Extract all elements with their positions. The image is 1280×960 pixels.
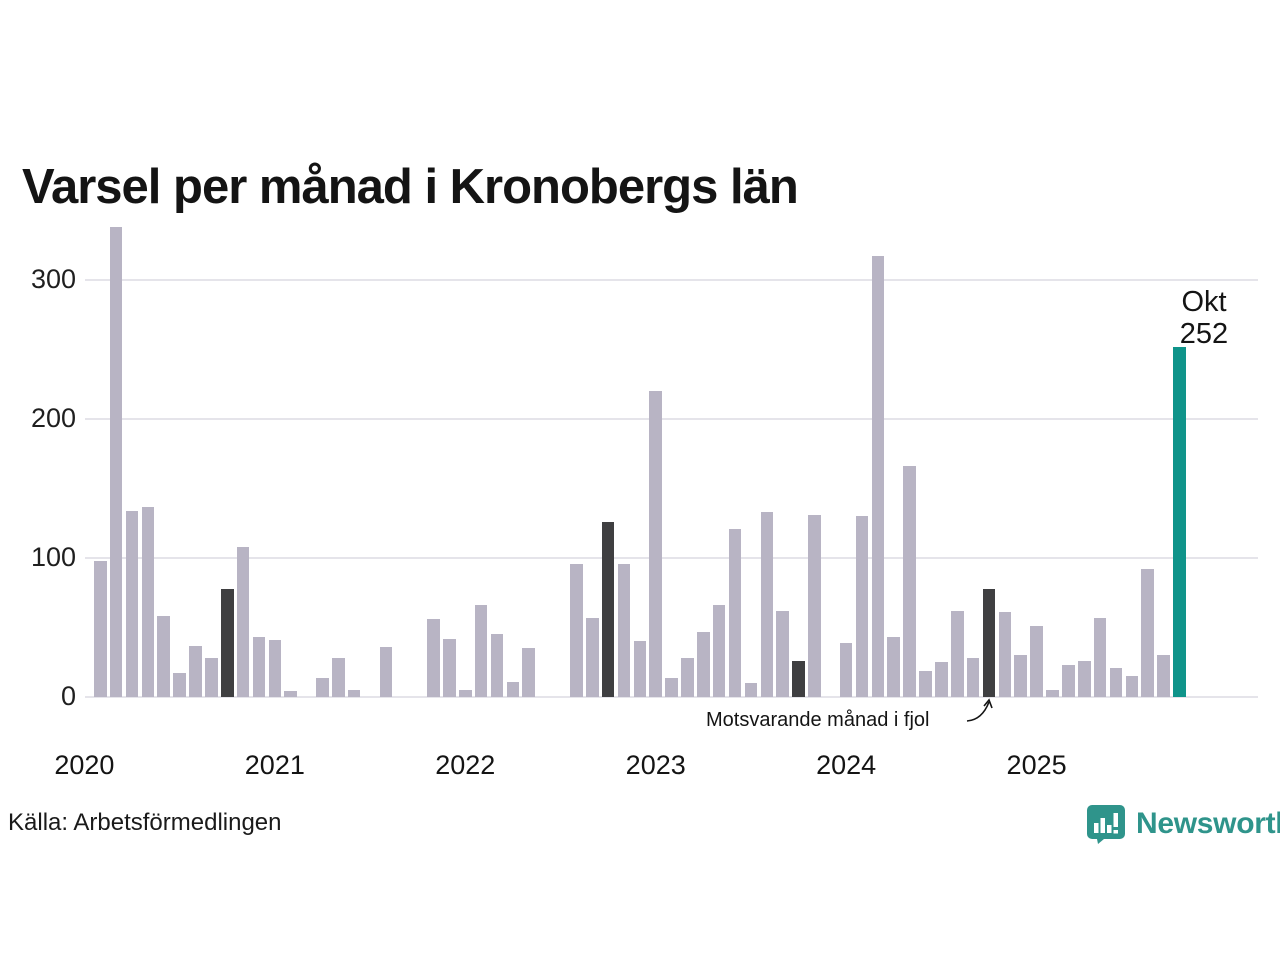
y-axis-tick-label: 0 <box>60 681 76 711</box>
bar-2024-12 <box>1014 655 1028 697</box>
bar-2022-04 <box>506 681 520 697</box>
current-month-value: 252 <box>1179 318 1229 350</box>
bar-2020-07 <box>173 673 186 697</box>
bar-2023-08 <box>760 512 774 697</box>
bar-2024-11 <box>998 612 1012 697</box>
x-axis-year-label-2022: 2022 <box>435 750 496 780</box>
bar-2024-09 <box>966 658 980 697</box>
x-axis-year-label-2025: 2025 <box>1006 750 1067 780</box>
bar-2022-11 <box>617 563 631 697</box>
bar-2022-01 <box>458 690 472 697</box>
bar-2025-01 <box>1030 626 1043 697</box>
bar-2024-10-same-month <box>982 588 996 697</box>
gridline-y-200 <box>85 418 1258 420</box>
bar-2025-04 <box>1077 660 1091 697</box>
bar-2025-10-current <box>1173 346 1186 697</box>
bar-2024-03 <box>871 256 885 697</box>
y-axis-tick-label: 100 <box>30 542 76 572</box>
chart-title: Varsel per månad i Kronobergs län <box>22 159 799 214</box>
bar-2020-03 <box>109 227 123 697</box>
x-axis-year-label-2021: 2021 <box>244 750 305 780</box>
same-month-annotation: Motsvarande månad i fjol <box>706 709 930 731</box>
bar-2021-05 <box>332 658 345 697</box>
bar-2020-11 <box>236 546 250 697</box>
y-axis-tick-label: 300 <box>30 264 76 294</box>
bar-2020-06 <box>157 616 171 697</box>
bar-2023-03 <box>681 658 694 697</box>
bar-2020-08 <box>189 645 202 697</box>
bar-2020-05 <box>141 506 155 697</box>
bar-2023-05 <box>712 605 726 697</box>
bar-2025-06 <box>1109 667 1123 697</box>
newsworthy-logo-icon <box>1087 805 1125 844</box>
bar-2025-09 <box>1157 655 1170 697</box>
annotation-arrow-icon <box>966 698 993 722</box>
bar-2020-09 <box>205 658 218 697</box>
gridline-y-0 <box>85 696 1258 698</box>
bar-2023-01 <box>649 391 662 697</box>
bar-2022-12 <box>633 641 647 697</box>
bar-2024-01 <box>839 642 853 697</box>
bar-2024-05 <box>903 466 916 697</box>
bar-2022-08 <box>570 563 583 697</box>
bar-2021-06 <box>347 690 361 697</box>
bar-2023-09 <box>776 610 789 697</box>
bar-2020-02 <box>93 560 107 697</box>
bar-2020-04 <box>125 510 139 697</box>
y-axis-tick-label: 200 <box>30 403 76 433</box>
bar-2022-03 <box>490 634 504 697</box>
bar-2021-04 <box>316 677 329 697</box>
bar-2023-04 <box>697 631 710 697</box>
bar-2025-05 <box>1093 617 1107 697</box>
bar-2021-02 <box>284 691 297 697</box>
bar-2022-09 <box>585 617 599 697</box>
bar-2022-10-same-month <box>601 521 615 697</box>
bar-2021-01 <box>268 640 282 697</box>
bar-2024-08 <box>950 610 964 697</box>
bar-2023-06 <box>728 528 742 697</box>
bar-2024-07 <box>935 662 948 697</box>
bar-2022-02 <box>474 605 488 697</box>
current-month-name: Okt <box>1181 286 1227 318</box>
bar-2021-11 <box>427 619 440 697</box>
bar-2020-10-same-month <box>220 588 234 697</box>
x-axis-year-label-2024: 2024 <box>816 750 877 780</box>
bar-2024-06 <box>919 670 932 697</box>
x-axis-year-label-2020: 2020 <box>54 750 115 780</box>
bar-2023-07 <box>744 683 758 697</box>
bar-2025-03 <box>1062 665 1075 697</box>
current-month-value-label: Okt 252 <box>1174 286 1234 350</box>
gridline-y-300 <box>85 279 1258 281</box>
newsworthy-logo-text: Newsworthy <box>1136 807 1280 840</box>
bar-2025-08 <box>1141 569 1154 697</box>
bar-2020-12 <box>252 637 266 697</box>
gridline-y-100 <box>85 557 1258 559</box>
bar-2023-10-same-month <box>792 660 805 697</box>
newsworthy-logo: Newsworthy <box>1086 802 1280 846</box>
source-text: Källa: Arbetsförmedlingen <box>8 809 282 836</box>
bar-2024-04 <box>887 637 901 697</box>
bar-2022-05 <box>522 648 536 697</box>
x-axis-year-label-2023: 2023 <box>625 750 686 780</box>
bar-2025-07 <box>1125 676 1139 697</box>
bar-2023-02 <box>665 677 678 697</box>
bar-2025-02 <box>1046 690 1059 697</box>
bar-2024-02 <box>855 516 869 697</box>
bar-2021-08 <box>379 646 393 697</box>
bar-2021-12 <box>443 638 456 697</box>
bar-2023-11 <box>808 514 821 697</box>
